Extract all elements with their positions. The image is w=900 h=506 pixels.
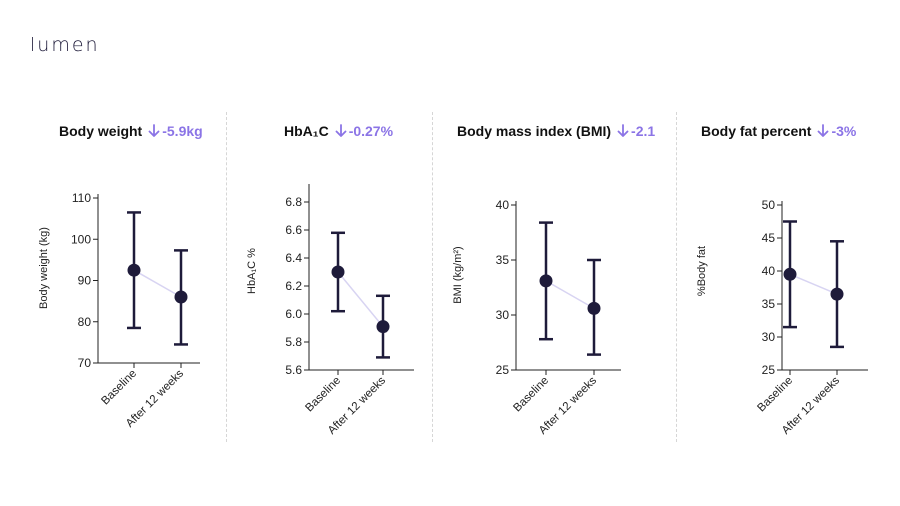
panel-divider <box>432 112 433 442</box>
mean-connector-line <box>545 280 595 310</box>
change-text: -3% <box>831 123 857 139</box>
y-tick-label: 6.0 <box>285 307 302 321</box>
mean-point <box>587 301 601 315</box>
mean-point <box>127 263 141 277</box>
y-tick-label: 6.6 <box>285 223 302 237</box>
panel-title-hba1c: HbA₁C -0.27% <box>284 123 393 139</box>
y-tick-label: 6.4 <box>285 251 302 265</box>
x-tick-label: Baseline <box>511 375 551 415</box>
mean-point <box>830 287 844 301</box>
y-tick-label: 6.8 <box>285 195 302 209</box>
arrow-down-icon <box>617 124 629 137</box>
mean-point <box>331 265 345 279</box>
y-tick-label: 40 <box>762 264 776 278</box>
arrow-down-icon <box>818 124 829 137</box>
y-tick-label: 5.8 <box>285 335 302 349</box>
y-axis-label: BMI (kg/m²) <box>452 246 464 303</box>
y-tick-label: 70 <box>78 356 92 370</box>
y-tick-label: 100 <box>71 232 91 246</box>
chart-title: Body fat percent <box>701 123 812 139</box>
mean-point <box>783 267 797 281</box>
x-tick-label: Baseline <box>303 375 343 415</box>
mean-point <box>174 290 188 304</box>
x-tick-label: Baseline <box>99 368 139 408</box>
panel-title-bmi: Body mass index (BMI) -2.1 <box>457 123 655 139</box>
change-text: -5.9kg <box>162 123 203 139</box>
y-axis-label: HbA₁C % <box>246 248 258 294</box>
y-tick-label: 80 <box>78 315 92 329</box>
change-value: -5.9kg <box>148 123 203 139</box>
arrow-down-icon <box>335 124 347 137</box>
mean-point <box>376 320 390 334</box>
change-value: -3% <box>817 123 856 139</box>
y-tick-label: 110 <box>72 191 91 205</box>
arrow-down-icon <box>148 124 160 137</box>
y-axis-label: Body weight (kg) <box>38 227 50 309</box>
y-tick-label: 25 <box>496 363 510 377</box>
change-value: -2.1 <box>617 123 655 139</box>
panel-divider <box>226 112 227 442</box>
y-tick-label: 30 <box>762 330 776 344</box>
y-tick-label: 30 <box>496 308 510 322</box>
y-tick-label: 35 <box>496 253 510 267</box>
change-value: -0.27% <box>335 123 393 139</box>
mean-connector-line <box>789 273 838 295</box>
chart-title: Body weight <box>59 123 143 139</box>
mean-connector-line <box>337 271 384 328</box>
y-tick-label: 6.2 <box>285 279 302 293</box>
panel-title-body-fat: Body fat percent -3% <box>701 123 856 139</box>
y-tick-label: 5.6 <box>285 363 302 377</box>
y-tick-label: 90 <box>78 274 92 288</box>
panel-divider <box>676 112 677 442</box>
chart-title: HbA₁C <box>284 123 329 139</box>
panel-title-body-weight: Body weight -5.9kg <box>59 123 203 139</box>
y-tick-label: 25 <box>762 363 776 377</box>
y-tick-label: 40 <box>496 198 510 212</box>
mean-point <box>539 274 553 288</box>
mean-connector-line <box>133 269 182 298</box>
change-text: -2.1 <box>631 123 656 139</box>
y-tick-label: 35 <box>762 297 776 311</box>
y-tick-label: 50 <box>762 198 776 212</box>
chart-title: Body mass index (BMI) <box>457 123 612 139</box>
x-tick-label: Baseline <box>755 375 795 415</box>
brand-logo: lumen <box>30 34 100 56</box>
change-text: -0.27% <box>348 123 394 139</box>
y-axis-label: %Body fat <box>696 246 708 296</box>
y-tick-label: 45 <box>762 231 776 245</box>
